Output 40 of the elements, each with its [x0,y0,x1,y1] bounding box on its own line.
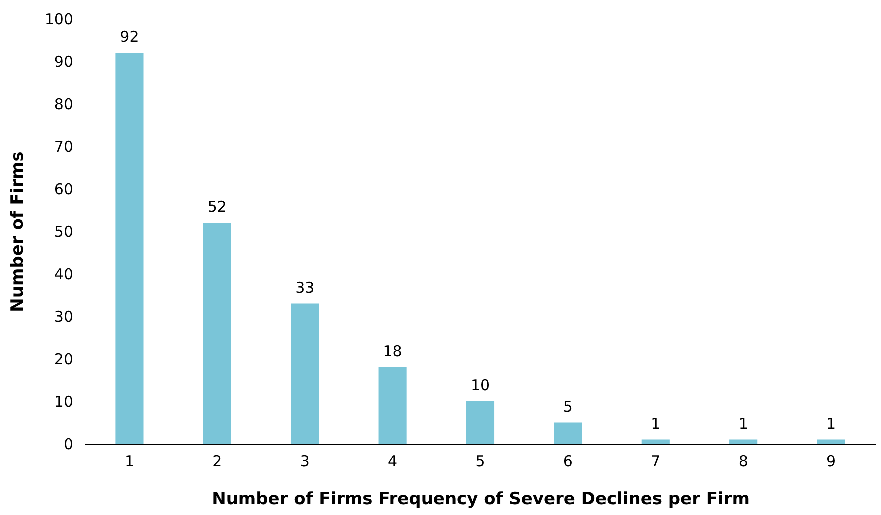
bar [466,402,495,444]
y-tick-label: 30 [54,308,74,326]
x-tick-label: 7 [651,452,661,470]
x-tick-label: 2 [212,452,222,470]
y-axis-title: Number of Firms [8,152,28,312]
bar [817,440,846,444]
bar [378,368,407,444]
y-tick-label: 50 [54,223,74,241]
x-tick-label: 3 [300,452,310,470]
x-tick-label: 4 [388,452,398,470]
y-tick-label: 80 [54,96,74,114]
y-tick-label: 100 [44,10,74,28]
y-tick-label: 90 [54,53,74,71]
bar [116,53,144,444]
y-tick-label: 60 [54,180,74,198]
y-tick-label: 10 [54,393,74,411]
bar [642,440,670,444]
data-label: 5 [563,398,573,416]
x-axis-title: Number of Firms Frequency of Severe Declines per Firm [212,490,750,510]
x-tick-label: 9 [826,452,836,470]
bar [203,223,232,444]
data-label: 10 [470,376,490,394]
x-tick-label: 1 [124,452,134,470]
data-label: 1 [651,414,661,433]
y-tick-label: 70 [54,138,74,156]
data-label: 1 [738,414,748,433]
y-tick-label: 40 [54,266,74,284]
x-tick-label: 6 [563,452,573,470]
data-label: 1 [826,414,836,433]
bar [291,304,320,444]
x-tick-label: 5 [476,452,486,470]
y-tick-label: 20 [54,350,74,368]
data-label: 52 [208,198,227,216]
data-label: 33 [296,278,315,297]
data-label: 92 [120,28,140,46]
y-tick-label: 0 [64,436,74,454]
data-label: 18 [383,342,402,360]
x-tick-label: 8 [738,452,748,470]
bar [730,440,758,444]
bar [554,422,582,444]
